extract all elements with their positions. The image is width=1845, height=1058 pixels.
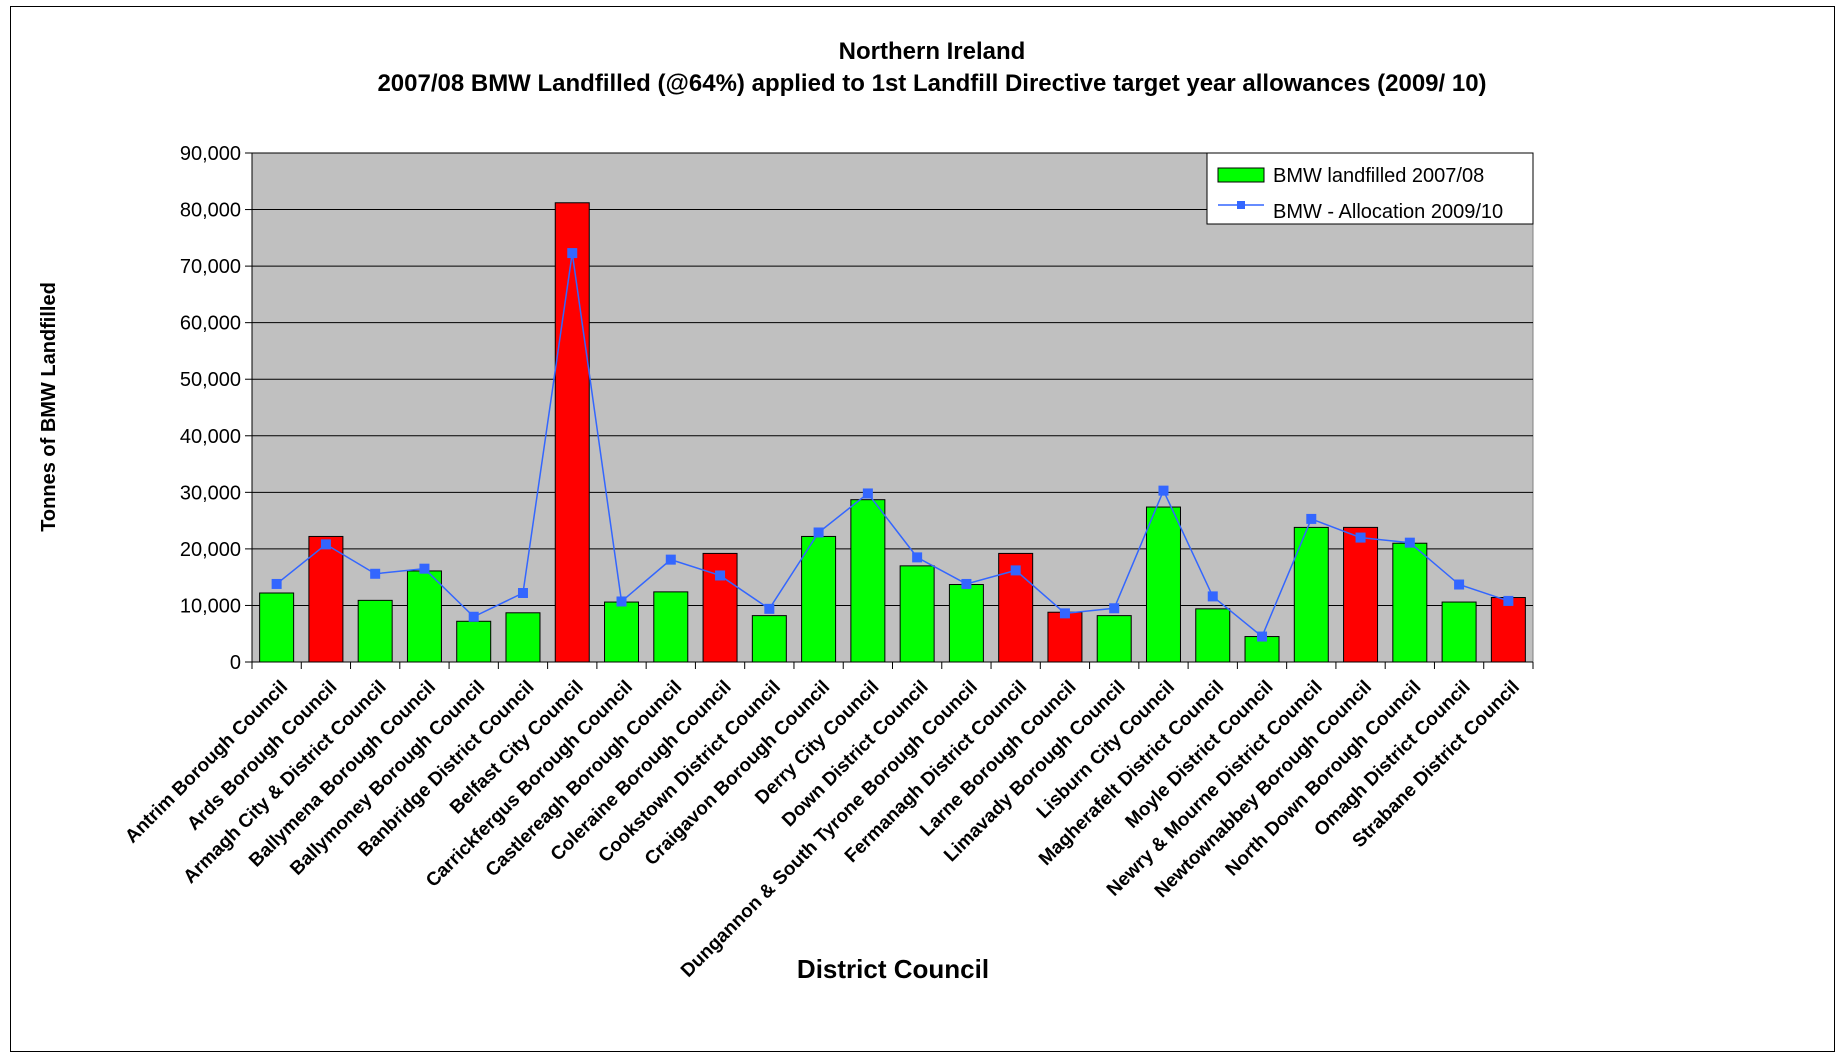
allocation-point	[764, 603, 775, 614]
y-tick-label: 80,000	[180, 200, 241, 222]
plot-area	[251, 152, 1534, 663]
allocation-point	[271, 578, 282, 589]
bar	[1392, 542, 1428, 663]
allocation-point	[1207, 591, 1218, 602]
bar	[1195, 608, 1231, 663]
y-tick-label: 40,000	[180, 426, 241, 448]
bar	[308, 535, 344, 663]
allocation-line	[276, 252, 1509, 638]
y-axis: 0 10,000 20,000 30,000 40,000 50,000 60,000 70,…	[180, 143, 253, 674]
allocation-point	[567, 248, 578, 259]
allocation-point	[912, 552, 923, 563]
bar	[1441, 601, 1477, 663]
line-series	[271, 248, 1514, 642]
bar	[357, 599, 393, 663]
legend-box	[1206, 152, 1534, 225]
allocation-point	[862, 488, 873, 499]
y-tick-label: 0	[230, 652, 241, 674]
allocation-point	[813, 527, 824, 538]
x-category-label: Coleraine Borough Council	[547, 677, 736, 866]
bar	[1047, 611, 1083, 663]
allocation-point	[1454, 579, 1465, 590]
allocation-point	[1257, 631, 1268, 642]
y-tick-label: 10,000	[180, 595, 241, 617]
bar	[604, 601, 640, 663]
allocation-point	[370, 568, 381, 579]
bar	[259, 592, 295, 663]
y-tick-label: 50,000	[180, 369, 241, 391]
allocation-point	[665, 554, 676, 565]
legend-bar-swatch	[1217, 167, 1265, 183]
chart: Northern Ireland 2007/08 BMW Landfilled …	[38, 38, 1534, 984]
bar	[456, 620, 492, 663]
chart-frame: Northern Ireland 2007/08 BMW Landfilled …	[10, 6, 1835, 1052]
y-tick-label: 70,000	[180, 256, 241, 278]
bar	[554, 202, 590, 663]
bar	[801, 535, 837, 663]
bar	[751, 615, 787, 663]
allocation-point	[1059, 608, 1070, 619]
bar	[850, 499, 886, 663]
allocation-point	[1503, 595, 1514, 606]
allocation-point	[1355, 532, 1366, 543]
chart-subtitle: 2007/08 BMW Landfilled (@64%) applied to…	[377, 70, 1486, 97]
legend: BMW landfilled 2007/08 BMW - Allocation …	[1206, 152, 1534, 225]
allocation-point	[1010, 565, 1021, 576]
y-tick-label: 90,000	[180, 143, 241, 165]
y-tick-label: 20,000	[180, 539, 241, 561]
bar	[505, 612, 541, 663]
x-axis-title: District Council	[797, 954, 989, 984]
allocation-point	[517, 588, 528, 599]
allocation-point	[1306, 513, 1317, 524]
legend-bar-label: BMW landfilled 2007/08	[1273, 165, 1484, 187]
y-tick-label: 60,000	[180, 313, 241, 335]
allocation-point	[961, 578, 972, 589]
x-category-label: Limavady Borough Council	[940, 677, 1130, 867]
allocation-point	[320, 539, 331, 550]
bar	[406, 570, 442, 663]
legend-line-label: BMW - Allocation 2009/10	[1273, 201, 1503, 223]
bar	[1343, 526, 1379, 663]
x-category-label: Armagh City & District Council	[180, 677, 391, 888]
y-tick-label: 30,000	[180, 482, 241, 504]
allocation-point	[715, 570, 726, 581]
y-axis-title: Tonnes of BMW Landfilled	[38, 282, 60, 532]
allocation-point	[1404, 537, 1415, 548]
allocation-point	[419, 563, 430, 574]
bars	[259, 202, 1526, 663]
gridlines	[252, 152, 1533, 606]
bar	[653, 591, 689, 663]
allocation-point	[1158, 485, 1169, 496]
bar	[1490, 597, 1526, 663]
bar	[948, 584, 984, 663]
bar	[1293, 526, 1329, 663]
legend-line-marker	[1237, 201, 1245, 209]
allocation-point	[1109, 603, 1120, 614]
bar	[1096, 615, 1132, 663]
allocation-point	[616, 596, 627, 607]
bar	[899, 565, 935, 663]
bar	[1145, 506, 1181, 663]
bar	[702, 552, 738, 663]
allocation-point	[468, 611, 479, 622]
chart-title: Northern Ireland	[839, 38, 1026, 65]
